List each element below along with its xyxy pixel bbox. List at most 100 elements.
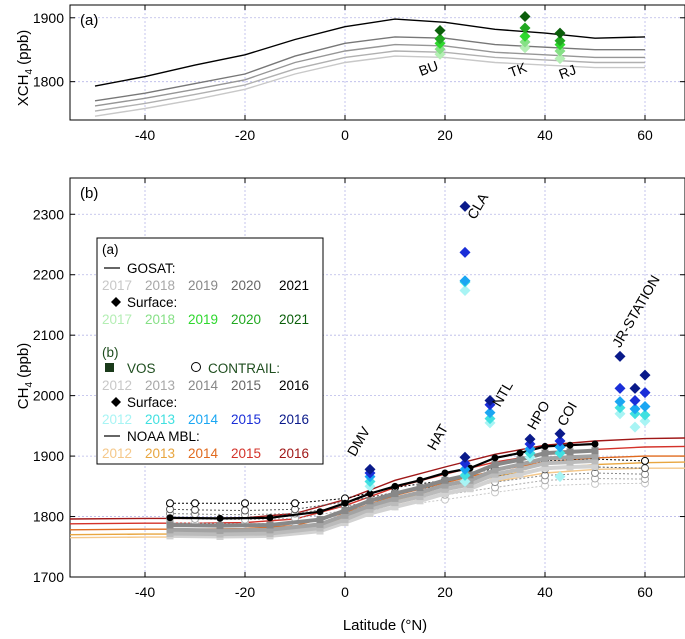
legend-noaa-year-2014: 2014 [188, 446, 219, 461]
legend-surface-b-year-2012: 2012 [102, 412, 132, 427]
legend-contrail-label: CONTRAIL: [208, 361, 280, 376]
site-label-ntl: NTL [489, 378, 516, 409]
vos-point-2013 [566, 458, 574, 466]
plot-frame [69, 177, 685, 578]
vos-point-2012 [566, 463, 574, 471]
legend-vos-year-2013: 2013 [145, 378, 175, 393]
surface-point-tk [519, 36, 531, 48]
x-tick-label: -20 [235, 127, 255, 143]
surface-point-hat [459, 475, 471, 487]
site-label-bu: BU [417, 57, 441, 79]
x-tick-label: 40 [537, 584, 553, 600]
surface-point-jr-station [629, 403, 641, 415]
vos-point-2012 [516, 470, 524, 478]
y-tick-label: 2000 [33, 388, 64, 404]
vos-point-2014 [366, 502, 374, 510]
vos-point-2014 [541, 455, 549, 463]
surface-point-jr-station [629, 421, 641, 433]
surface-point-jr-station [639, 409, 651, 421]
legend-b-header: (b) [102, 345, 119, 360]
vos-point-2014 [216, 526, 224, 534]
x-tick-label: -40 [135, 127, 155, 143]
site-label-dmv: DMV [344, 423, 374, 459]
gosat-line-2021 [94, 18, 646, 87]
surface-point-tk [519, 22, 531, 34]
vos-point-2013 [166, 529, 174, 537]
gosat-line-2019 [94, 43, 645, 107]
panel-b-ylabel: CH4 (ppb) [15, 343, 35, 409]
vos-point-2012 [416, 497, 424, 505]
contrail-point-2015 [241, 506, 249, 515]
legend-vos-year-2015: 2015 [231, 378, 261, 393]
legend-a-header: (a) [102, 242, 119, 257]
legend-surface-a-year-2017: 2017 [102, 312, 132, 327]
vos-point-2013 [316, 524, 324, 532]
site-label-jr-station: JR-STATION [609, 272, 663, 350]
x-tick-label: -20 [235, 584, 255, 600]
y-tick-label: 1800 [33, 509, 64, 525]
vos-point-2015 [466, 471, 474, 479]
vos-point-2015 [566, 448, 574, 456]
x-tick-label: 20 [437, 127, 453, 143]
surface-point-rj [554, 53, 566, 65]
x-tick-label: 20 [437, 584, 453, 600]
contrail-point-2015 [191, 505, 199, 514]
site-label-cla: CLA [464, 190, 492, 222]
legend-vos-year-2016: 2016 [279, 378, 309, 393]
vos-point-2014 [266, 526, 274, 534]
vos-point-2013 [341, 516, 349, 524]
legend-contrail-circle-icon [191, 362, 201, 372]
contrail-point-2016 [166, 499, 174, 508]
y-tick-label: 1800 [33, 74, 64, 90]
vos-point-2015 [341, 507, 349, 514]
vos-point-2014 [166, 526, 174, 534]
surface-point-jr-station [629, 394, 641, 406]
surface-point-dmv [364, 463, 376, 475]
legend-surface-b-label: Surface: [127, 395, 177, 410]
plot-frame [69, 4, 685, 121]
site-label-coi: COI [554, 399, 580, 429]
legend-surface-a-year-2021: 2021 [279, 312, 309, 327]
surface-point-cla [459, 275, 471, 287]
panel-label: (b) [80, 185, 98, 202]
vos-point-2016 [516, 449, 524, 457]
surface-point-hat [459, 457, 471, 469]
legend-vos-year-2012: 2012 [102, 378, 132, 393]
surface-point-ntl [484, 407, 496, 419]
legend-box [96, 237, 324, 465]
y-tick-label: 2300 [33, 206, 64, 222]
vos-point-2016 [341, 499, 349, 507]
legend-noaa-year-2013: 2013 [145, 446, 175, 461]
surface-point-cla [459, 200, 471, 212]
surface-point-jr-station [614, 350, 626, 362]
contrail-point-2016 [191, 499, 199, 508]
surface-point-hpo [524, 433, 536, 445]
surface-point-ntl [484, 413, 496, 425]
x-tick-label: 60 [637, 584, 653, 600]
site-label-rj: RJ [557, 61, 579, 82]
surface-point-jr-station [629, 382, 641, 394]
vos-point-2012 [591, 462, 599, 470]
legend-noaa-year-2016: 2016 [279, 446, 309, 461]
surface-point-jr-station [614, 382, 626, 394]
surface-point-coi [554, 447, 566, 459]
vos-point-2013 [416, 493, 424, 501]
surface-point-cla [459, 246, 471, 258]
x-axis-label: Latitude (°N) [343, 617, 427, 634]
surface-point-rj [554, 45, 566, 57]
surface-point-coi [554, 428, 566, 440]
vos-point-2013 [366, 505, 374, 513]
surface-point-jr-station [614, 396, 626, 408]
vos-point-2013 [441, 485, 449, 493]
y-tick-label: 1900 [33, 10, 64, 26]
vos-point-2012 [366, 510, 374, 518]
vos-point-2015 [416, 484, 424, 492]
surface-point-hat [459, 463, 471, 475]
vos-point-2013 [541, 459, 549, 467]
legend-surface-diamond-icon [111, 297, 121, 307]
vos-point-2015 [591, 447, 599, 455]
vos-point-2013 [591, 457, 599, 465]
contrail-point-2016 [241, 499, 249, 508]
y-tick-label: 2200 [33, 267, 64, 283]
